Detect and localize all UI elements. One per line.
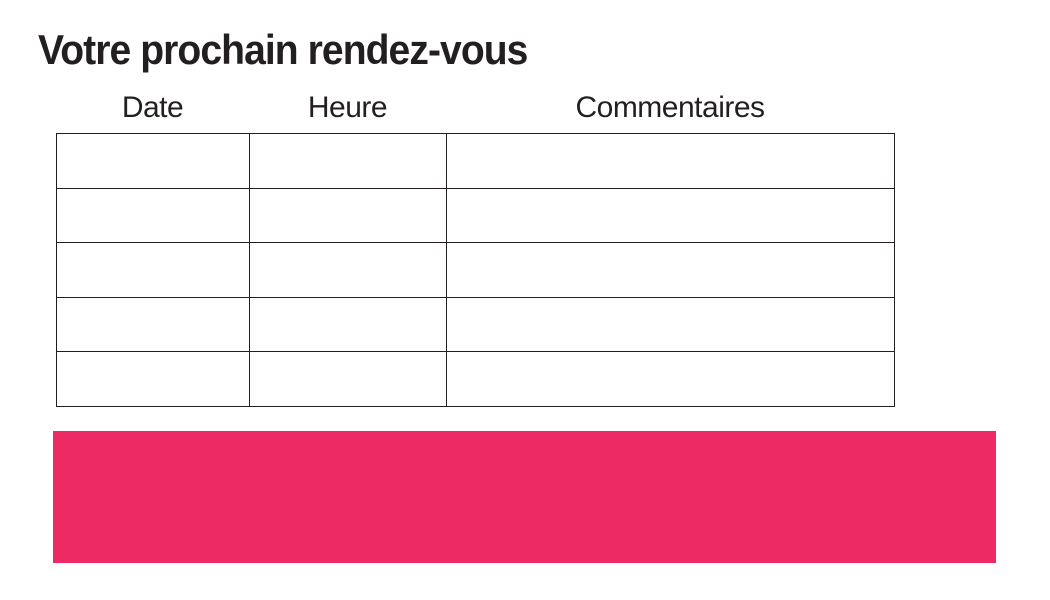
table-row <box>56 133 895 189</box>
table-cell-commentaires <box>446 187 895 244</box>
column-header-commentaires: Commentaires <box>575 91 765 124</box>
table-row <box>56 296 895 353</box>
table-row <box>56 187 895 244</box>
table-cell-date <box>56 296 250 353</box>
table-cell-commentaires <box>446 296 895 353</box>
table-cell-heure <box>249 296 447 353</box>
table-cell-heure <box>249 187 447 244</box>
table-column-headers: Date Heure Commentaires <box>56 91 894 125</box>
appointments-table-body <box>56 133 895 407</box>
table-cell-date <box>56 242 250 298</box>
table-cell-heure <box>249 242 447 298</box>
table-cell-commentaires <box>446 351 895 407</box>
table-cell-date <box>56 133 250 189</box>
column-header-date: Date <box>121 91 184 124</box>
table-row <box>56 242 895 298</box>
table-cell-heure <box>249 351 447 407</box>
table-cell-commentaires <box>446 133 895 189</box>
table-cell-commentaires <box>446 242 895 298</box>
table-cell-date <box>56 351 250 407</box>
table-row <box>56 351 895 407</box>
table-cell-heure <box>249 133 447 189</box>
page-title: Votre prochain rendez-vous <box>38 26 528 73</box>
table-cell-date <box>56 187 250 244</box>
pink-banner <box>53 431 996 563</box>
appointments-table <box>56 133 895 407</box>
column-header-heure: Heure <box>307 91 388 124</box>
